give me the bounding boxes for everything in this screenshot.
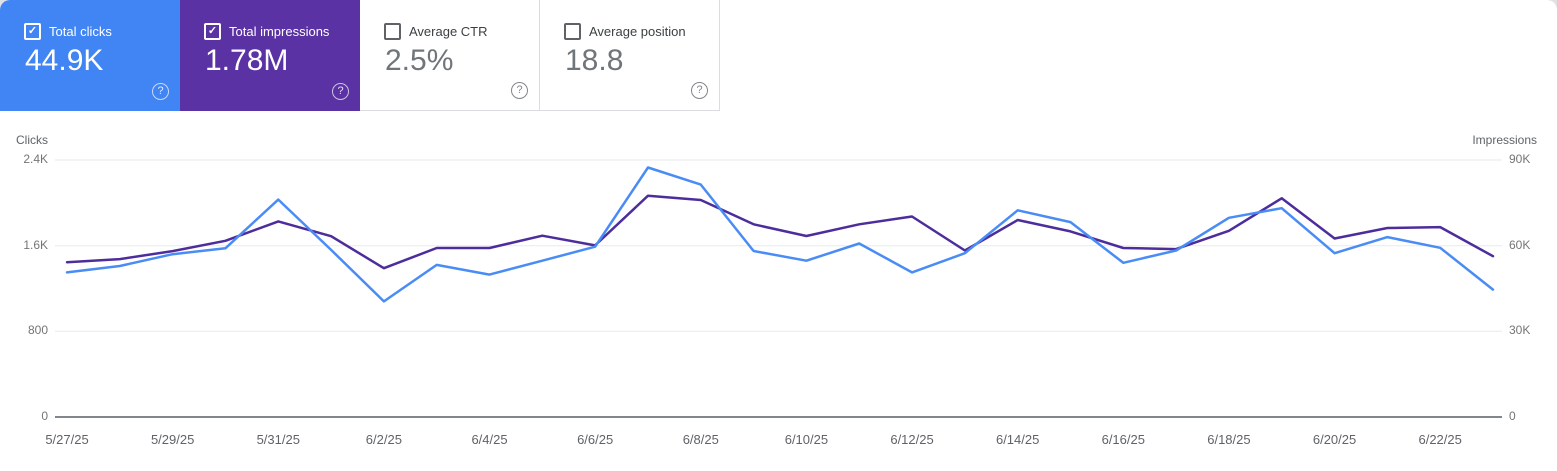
- help-icon[interactable]: ?: [691, 82, 708, 99]
- y-axis-tick-label-impressions: 60K: [1509, 237, 1531, 252]
- y-axis-tick-label-clicks: 800: [27, 323, 48, 338]
- x-axis-tick-label: 6/16/25: [1101, 432, 1145, 447]
- metric-card-average-ctr[interactable]: ✓ Average CTR 2.5% ?: [360, 0, 540, 111]
- total-impressions-checkbox[interactable]: ✓: [204, 23, 221, 40]
- chart-plot-area[interactable]: [55, 140, 1502, 417]
- x-axis-tick-label: 6/18/25: [1207, 432, 1251, 447]
- right-axis-title: Impressions: [1472, 133, 1537, 147]
- metric-card-label: Average CTR: [409, 24, 488, 39]
- x-axis-tick-label: 6/12/25: [890, 432, 934, 447]
- x-axis-tick-label: 5/31/25: [256, 432, 300, 447]
- metric-card-value: 18.8: [565, 44, 624, 77]
- help-icon[interactable]: ?: [511, 82, 528, 99]
- left-axis-title: Clicks: [16, 133, 48, 147]
- metric-card-total-impressions[interactable]: ✓ Total impressions 1.78M ?: [180, 0, 360, 111]
- y-axis-tick-label-clicks: 0: [41, 409, 48, 423]
- metric-card-value: 1.78M: [205, 44, 289, 77]
- x-axis-tick-label: 6/4/25: [471, 432, 508, 447]
- x-axis-tick-label: 6/20/25: [1312, 432, 1357, 447]
- x-axis-tick-label: 6/22/25: [1418, 432, 1462, 447]
- average-ctr-checkbox[interactable]: ✓: [384, 23, 401, 40]
- metric-card-label: Total impressions: [229, 24, 330, 39]
- y-axis-tick-label-clicks: 1.6K: [23, 237, 48, 252]
- help-icon[interactable]: ?: [152, 83, 169, 100]
- y-axis-tick-label-impressions: 0: [1509, 409, 1516, 423]
- x-axis-tick-label: 6/6/25: [577, 432, 614, 447]
- metric-card-label: Total clicks: [49, 24, 112, 39]
- metric-card-value: 2.5%: [385, 44, 454, 77]
- x-axis-tick-label: 6/2/25: [365, 432, 402, 447]
- average-position-checkbox[interactable]: ✓: [564, 23, 581, 40]
- x-axis-tick-label: 6/14/25: [995, 432, 1040, 447]
- y-axis-tick-label-impressions: 90K: [1509, 152, 1531, 166]
- checkmark-icon: ✓: [27, 25, 38, 37]
- y-axis-tick-label-impressions: 30K: [1509, 323, 1531, 338]
- metric-card-average-position[interactable]: ✓ Average position 18.8 ?: [540, 0, 720, 111]
- x-axis-tick-label: 5/29/25: [150, 432, 195, 447]
- metric-card-total-clicks[interactable]: ✓ Total clicks 44.9K ?: [0, 0, 180, 111]
- checkmark-icon: ✓: [207, 25, 218, 37]
- help-icon[interactable]: ?: [332, 83, 349, 100]
- y-axis-tick-label-clicks: 2.4K: [23, 152, 48, 166]
- metric-card-value: 44.9K: [25, 44, 104, 77]
- x-axis-tick-label: 6/10/25: [784, 432, 829, 447]
- x-axis-tick-label: 6/8/25: [682, 432, 719, 447]
- x-axis-tick-label: 5/27/25: [45, 432, 89, 447]
- metric-card-label: Average position: [589, 24, 686, 39]
- total-clicks-checkbox[interactable]: ✓: [24, 23, 41, 40]
